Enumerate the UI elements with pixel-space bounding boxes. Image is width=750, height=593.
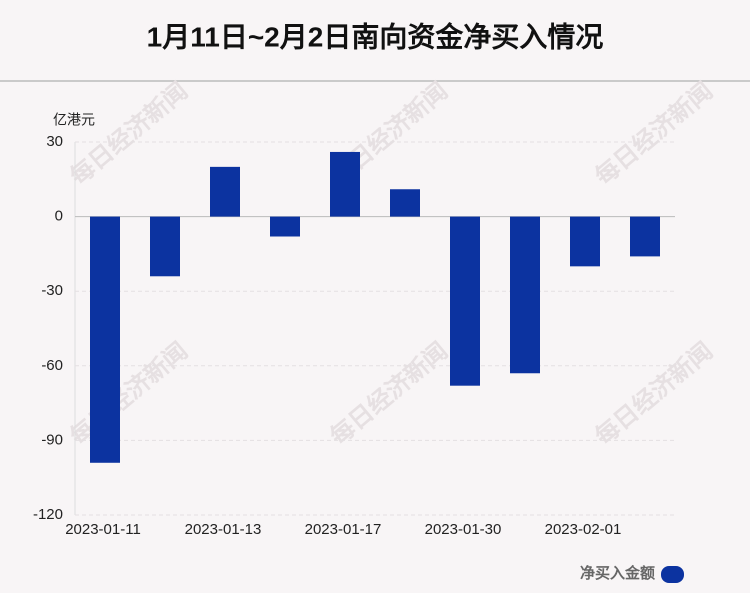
y-tick-label: 0 [55,208,63,225]
legend-swatch [661,566,684,583]
bar [270,216,300,237]
x-tick-label: 2023-02-01 [545,521,622,538]
chart-title: 1月11日~2月2日南向资金净买入情况 [147,20,604,52]
x-tick-label: 2023-01-30 [425,521,502,538]
bar [510,216,540,374]
y-tick-label: -120 [33,506,63,523]
y-axis-label: 亿港元 [53,112,95,128]
y-tick-label: -60 [41,357,63,374]
legend-label: 净买入金额 [580,564,655,582]
y-tick-label: -30 [41,282,63,299]
bar [630,216,660,257]
bar [90,216,120,463]
x-tick-label: 2023-01-17 [305,521,382,538]
bar [450,216,480,386]
y-tick-label: -90 [41,431,63,448]
bar [330,151,360,217]
x-tick-label: 2023-01-13 [185,521,262,538]
y-tick-label: 30 [46,133,63,150]
x-tick-label: 2023-01-11 [65,521,141,538]
bar [390,189,420,217]
bar [150,216,180,277]
bar [570,216,600,267]
bar [210,166,240,217]
